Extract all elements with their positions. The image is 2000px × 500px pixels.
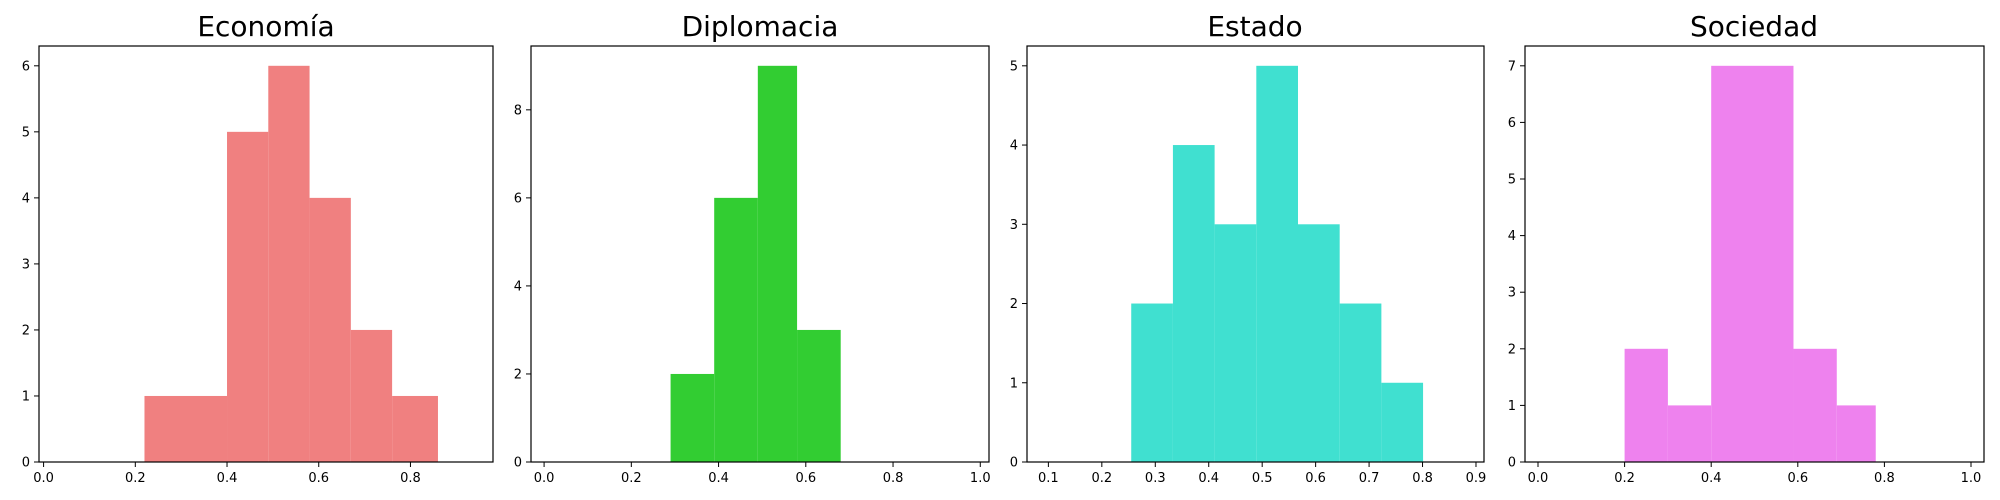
histogram-bar [1711, 65, 1794, 463]
histogram-bar [1172, 145, 1215, 463]
panel-title-sociedad: Sociedad [1690, 10, 1818, 43]
x-tick-label: 0.4 [708, 471, 729, 486]
x-tick-label: 0.4 [217, 471, 238, 486]
x-tick-label: 0.0 [33, 471, 54, 486]
y-tick-label: 0 [1508, 456, 1516, 471]
x-tick-label: 1.0 [970, 471, 991, 486]
histogram-bar [1214, 224, 1257, 462]
histogram-bar [350, 329, 393, 462]
histogram-bar [1297, 224, 1340, 462]
y-tick-label: 5 [1508, 173, 1516, 188]
y-tick-label: 1 [1010, 376, 1018, 391]
x-tick-label: 1.0 [1961, 471, 1982, 486]
histogram-bar [227, 131, 269, 463]
x-tick-label: 0.6 [1787, 471, 1808, 486]
x-tick-label: 0.7 [1359, 471, 1380, 486]
y-tick-label: 3 [1010, 218, 1018, 233]
y-tick-label: 0 [514, 456, 522, 471]
histogram-bar [1624, 348, 1668, 462]
y-tick-label: 6 [22, 59, 30, 74]
histogram-bar [1256, 65, 1298, 463]
x-tick-label: 0.4 [1701, 471, 1722, 486]
y-tick-label: 0 [1010, 456, 1018, 471]
panel-estado: Estado 0.1 0.2 0.3 0.4 0.5 0.6 0.7 0.8 0.9 0 1 2 3 4 5 [1010, 10, 1487, 486]
y-tick-label: 4 [1010, 139, 1018, 154]
histogram-bar [392, 395, 438, 462]
panel-title-diplomacia: Diplomacia [682, 10, 839, 43]
histogram-bar [670, 373, 715, 462]
axes-frame [530, 45, 990, 463]
y-tick-label: 5 [22, 125, 30, 140]
histogram-bar [1667, 405, 1712, 462]
panel-economia: Economía 0.0 0.2 0.4 0.6 0.8 0 1 2 3 4 5 6 [22, 10, 494, 486]
x-tick-label: 0.5 [1252, 471, 1273, 486]
y-tick-label: 8 [514, 103, 522, 118]
axes-frame [1026, 45, 1485, 463]
histogram-bar [1339, 303, 1382, 462]
x-tick-label: 0.3 [1145, 471, 1166, 486]
histogram-bar [714, 197, 758, 462]
x-tick-label: 0.6 [1305, 471, 1326, 486]
y-tick-label: 1 [22, 389, 30, 404]
x-tick-label: 0.2 [621, 471, 642, 486]
x-tick-label: 0.2 [1091, 471, 1112, 486]
histogram-bar [757, 65, 798, 463]
histogram-bar [1131, 303, 1173, 462]
x-tick-label: 0.1 [1038, 471, 1059, 486]
x-tick-label: 0.8 [883, 471, 904, 486]
x-tick-label: 0.4 [1198, 471, 1219, 486]
panel-title-economia: Economía [197, 10, 334, 43]
histogram-bar [309, 197, 351, 462]
histogram-bar [1836, 405, 1876, 462]
x-tick-label: 0.8 [1412, 471, 1433, 486]
histogram-bar [797, 329, 841, 462]
y-tick-label: 3 [1508, 286, 1516, 301]
axes-frame [38, 45, 494, 463]
y-tick-label: 4 [1508, 229, 1516, 244]
histogram-bar [1793, 348, 1837, 462]
axes-frame [1524, 45, 1985, 463]
y-tick-label: 4 [514, 279, 522, 294]
y-tick-label: 7 [1508, 59, 1516, 74]
panel-title-estado: Estado [1207, 10, 1302, 43]
y-tick-label: 6 [1508, 116, 1516, 131]
y-tick-label: 6 [514, 191, 522, 206]
y-tick-label: 2 [22, 323, 30, 338]
y-tick-label: 0 [22, 456, 30, 471]
histogram-bar [1381, 382, 1424, 462]
y-tick-label: 2 [1508, 342, 1516, 357]
panel-sociedad: Sociedad 0.0 0.2 0.4 0.6 0.8 1.0 0 1 2 3 4 5 6 7 [1508, 10, 1985, 486]
y-tick-label: 2 [514, 367, 522, 382]
y-tick-label: 1 [1508, 399, 1516, 414]
x-tick-label: 0.2 [1614, 471, 1635, 486]
x-tick-label: 0.9 [1466, 471, 1487, 486]
x-tick-label: 0.6 [795, 471, 816, 486]
x-tick-label: 0.8 [1874, 471, 1895, 486]
panel-diplomacia: Diplomacia 0.0 0.2 0.4 0.6 0.8 1.0 0 2 4 6 8 [514, 10, 991, 486]
x-tick-label: 0.0 [1528, 471, 1549, 486]
histogram-bar [144, 395, 228, 462]
histogram-bar [268, 65, 310, 463]
y-tick-label: 3 [22, 257, 30, 272]
x-tick-label: 0.0 [534, 471, 555, 486]
x-tick-label: 0.8 [400, 471, 421, 486]
y-tick-label: 5 [1010, 59, 1018, 74]
y-tick-label: 2 [1010, 297, 1018, 312]
x-tick-label: 0.2 [125, 471, 146, 486]
y-tick-label: 4 [22, 191, 30, 206]
x-tick-label: 0.6 [308, 471, 329, 486]
